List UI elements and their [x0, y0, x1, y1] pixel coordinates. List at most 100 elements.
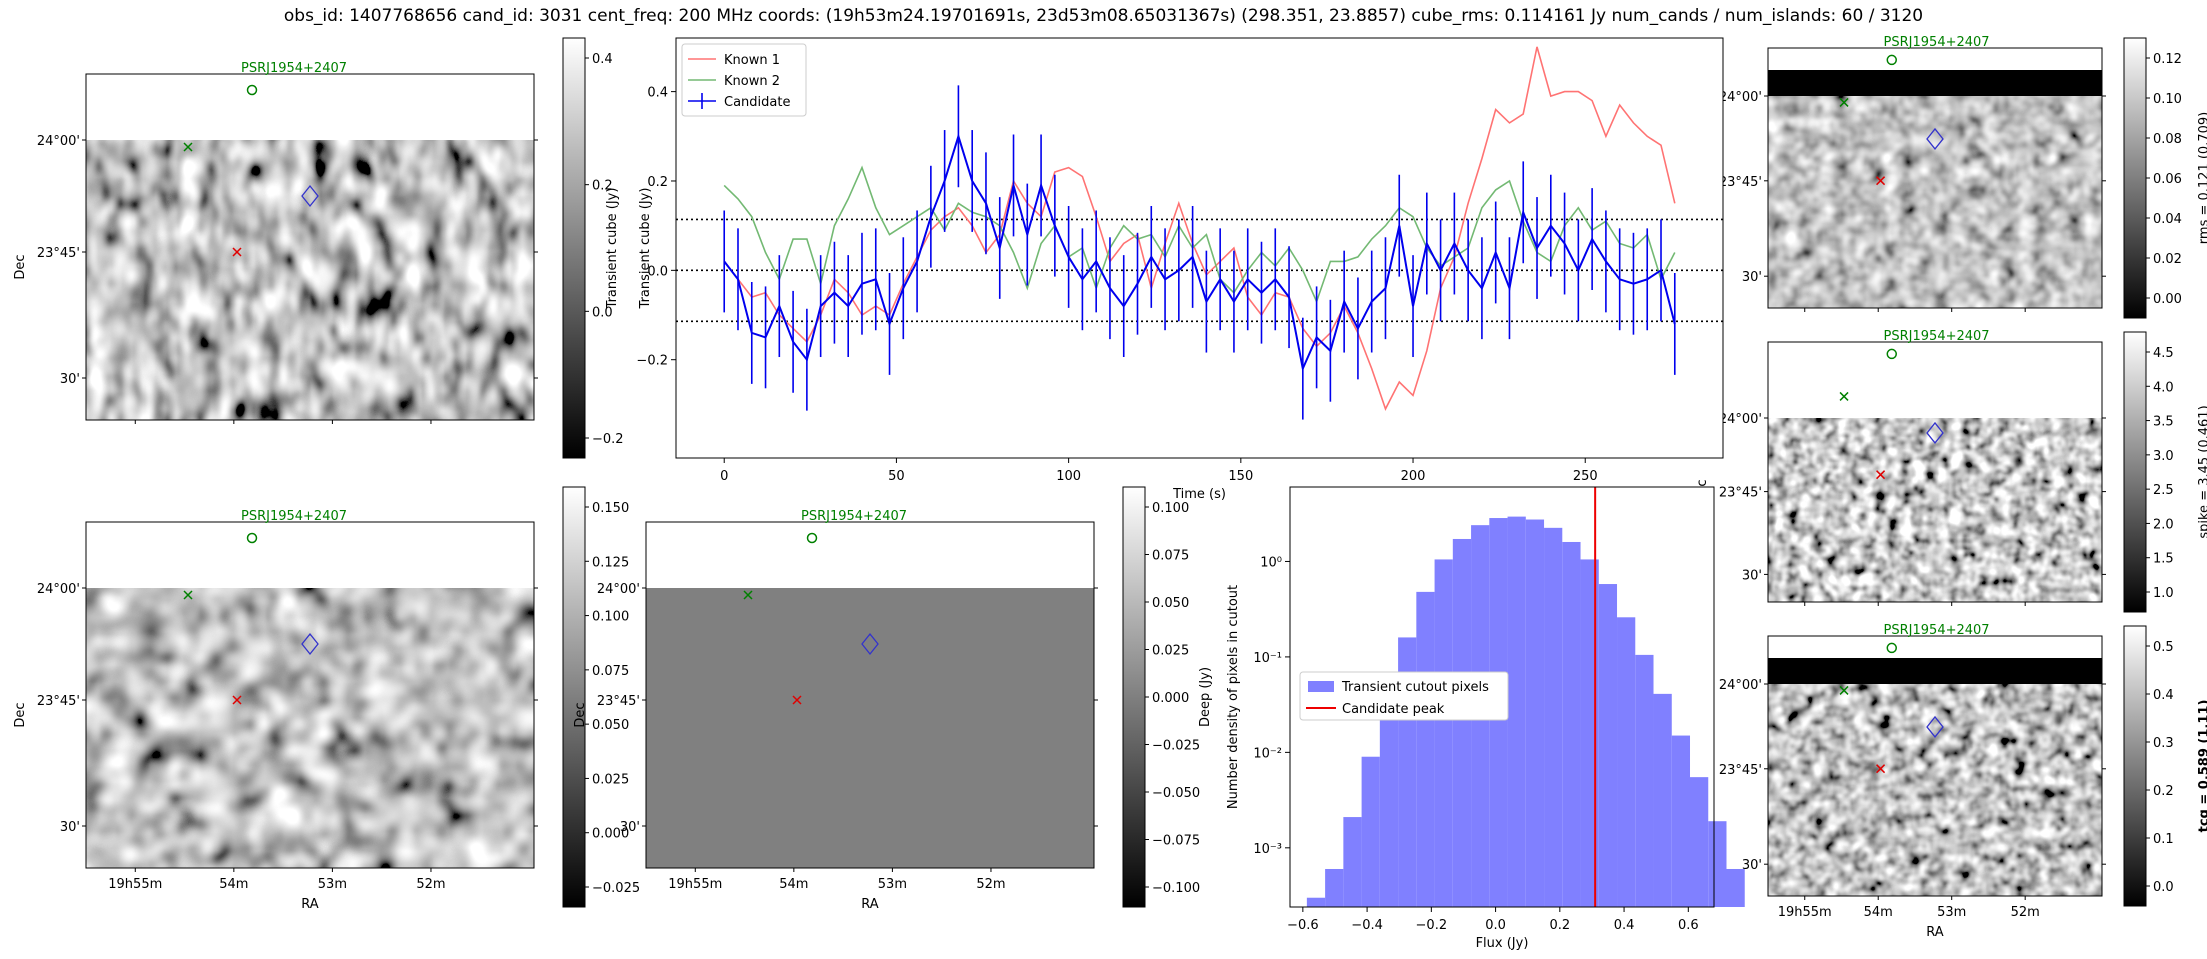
histogram-bar	[1726, 868, 1745, 907]
diamond-marker	[1926, 715, 1944, 738]
source-label: PSRJ1954+2407	[1884, 35, 1990, 50]
histogram-bar	[1690, 777, 1709, 907]
x-tick-label: 0.4	[1614, 918, 1635, 933]
colorbar-tick-label: 0.075	[1152, 549, 1189, 564]
diamond-marker	[301, 632, 319, 656]
colorbar-tick-label: 0.125	[592, 555, 629, 570]
colorbar	[562, 486, 586, 908]
dec-tick-label: 23°45'	[1719, 763, 1762, 778]
candidate-cross-marker	[792, 695, 802, 705]
diamond-marker	[1926, 421, 1944, 444]
source-circle-marker	[1886, 348, 1898, 360]
known-cross-marker	[183, 590, 193, 600]
colorbar-tick-label: 0.1	[2153, 832, 2174, 847]
colorbar-tick-label: 0.050	[1152, 596, 1189, 611]
colorbar-tick-label: 4.5	[2153, 346, 2174, 361]
colorbar-tick-label: −0.025	[1152, 739, 1200, 754]
legend-box	[681, 43, 807, 117]
diamond-marker	[1926, 127, 1944, 150]
lightcurve-axes	[675, 37, 1724, 459]
ra-axis-label: RA	[861, 897, 879, 912]
colorbar-tick-label: 0.2	[2153, 784, 2174, 799]
colorbar-tick-label: 3.0	[2153, 449, 2174, 464]
diamond-marker	[301, 184, 319, 208]
ra-tick-label: 52m	[416, 877, 445, 892]
y-tick-label: 0.2	[647, 175, 668, 190]
image-pixels	[1768, 418, 2102, 602]
no-data-region	[1768, 342, 2102, 418]
dec-tick-label: 23°45'	[1719, 175, 1762, 190]
no-data-region	[86, 74, 534, 140]
ra-tick-label: 52m	[976, 877, 1005, 892]
dec-tick-label: 24°00'	[597, 582, 640, 597]
histogram-bar	[1635, 654, 1654, 907]
ra-tick-label: 54m	[779, 877, 808, 892]
colorbar-label: Transient cube (Jy)	[638, 188, 653, 310]
candidate-cross-marker	[232, 695, 242, 705]
colorbar-tick-label: −0.025	[592, 881, 640, 896]
dec-tick-label: 24°00'	[1719, 90, 1762, 105]
histogram-bar	[1416, 591, 1435, 907]
x-axis-label: Flux (Jy)	[1476, 936, 1529, 951]
ra-tick-label: 52m	[2011, 905, 2040, 920]
colorbar-tick-label: 3.5	[2153, 415, 2174, 430]
colorbar-tick-label: 0.10	[2153, 92, 2182, 107]
known-cross-marker	[1839, 391, 1849, 401]
y-tick-label: 10⁻¹	[1253, 651, 1282, 666]
x-tick-label: 150	[1228, 469, 1253, 484]
x-tick-label: 250	[1573, 469, 1598, 484]
source-circle-marker	[246, 84, 258, 96]
colorbar-tick-label: 0.075	[592, 664, 629, 679]
y-tick-label: −0.2	[636, 354, 668, 369]
histogram-bar	[1434, 559, 1453, 907]
y-tick-label: 10⁻³	[1253, 842, 1282, 857]
histogram-bar	[1598, 584, 1618, 907]
histogram-frame	[1289, 486, 1715, 908]
y-axis-label: Number density of pixels in cutout	[1226, 585, 1241, 809]
colorbar-tick-label: 0.100	[592, 610, 629, 625]
no-data-region	[86, 522, 534, 588]
dec-axis-label: Dec	[13, 254, 28, 279]
dec-tick-label: 30'	[1742, 858, 1762, 873]
dec-tick-label: 30'	[620, 820, 640, 835]
histogram-bar	[1361, 756, 1380, 907]
panel-frame	[1767, 635, 2103, 897]
no-data-region	[646, 522, 1094, 588]
colorbar-tick-label: 2.0	[2153, 517, 2174, 532]
colorbar-label: rms = 0.121 (0.709)	[2197, 112, 2207, 244]
source-circle-marker	[1886, 54, 1898, 66]
colorbar	[1122, 486, 1146, 908]
source-label: PSRJ1954+2407	[241, 509, 347, 524]
x-tick-label: −0.4	[1351, 918, 1383, 933]
image-pixels	[1768, 684, 2102, 896]
histogram-bar	[1343, 817, 1362, 907]
image-pixels	[1768, 96, 2102, 308]
colorbar-tick-label: 0.000	[1152, 691, 1189, 706]
x-axis-label: Time (s)	[1172, 487, 1226, 502]
dec-tick-label: 30'	[1742, 270, 1762, 285]
legend-entry: Candidate peak	[1342, 702, 1445, 717]
dec-tick-label: 23°45'	[37, 246, 80, 261]
colorbar-tick-label: −0.050	[1152, 786, 1200, 801]
candidate-cross-marker	[232, 247, 242, 257]
colorbar-tick-label: 0.2	[592, 179, 613, 194]
diamond-marker	[861, 632, 879, 656]
ra-axis-label: RA	[301, 897, 319, 912]
colorbar-tick-label: −0.075	[1152, 834, 1200, 849]
dec-tick-label: 24°00'	[37, 134, 80, 149]
histogram-bar	[1708, 821, 1727, 907]
dec-tick-label: 24°00'	[37, 582, 80, 597]
panel-frame	[1767, 47, 2103, 309]
ra-tick-label: 53m	[878, 877, 907, 892]
lightcurve-y-label: Transient cube (Jy)	[605, 188, 620, 310]
x-tick-label: 100	[1056, 469, 1081, 484]
panel-frame	[85, 73, 535, 421]
dec-tick-label: 30'	[60, 820, 80, 835]
series-line-known-1	[723, 46, 1676, 411]
source-label: PSRJ1954+2407	[801, 509, 907, 524]
histogram-bar	[1653, 693, 1672, 907]
dec-axis-label: Dec	[573, 702, 588, 727]
x-tick-label: 0	[720, 469, 728, 484]
colorbar-tick-label: 0.000	[592, 827, 629, 842]
dec-tick-label: 23°45'	[37, 694, 80, 709]
